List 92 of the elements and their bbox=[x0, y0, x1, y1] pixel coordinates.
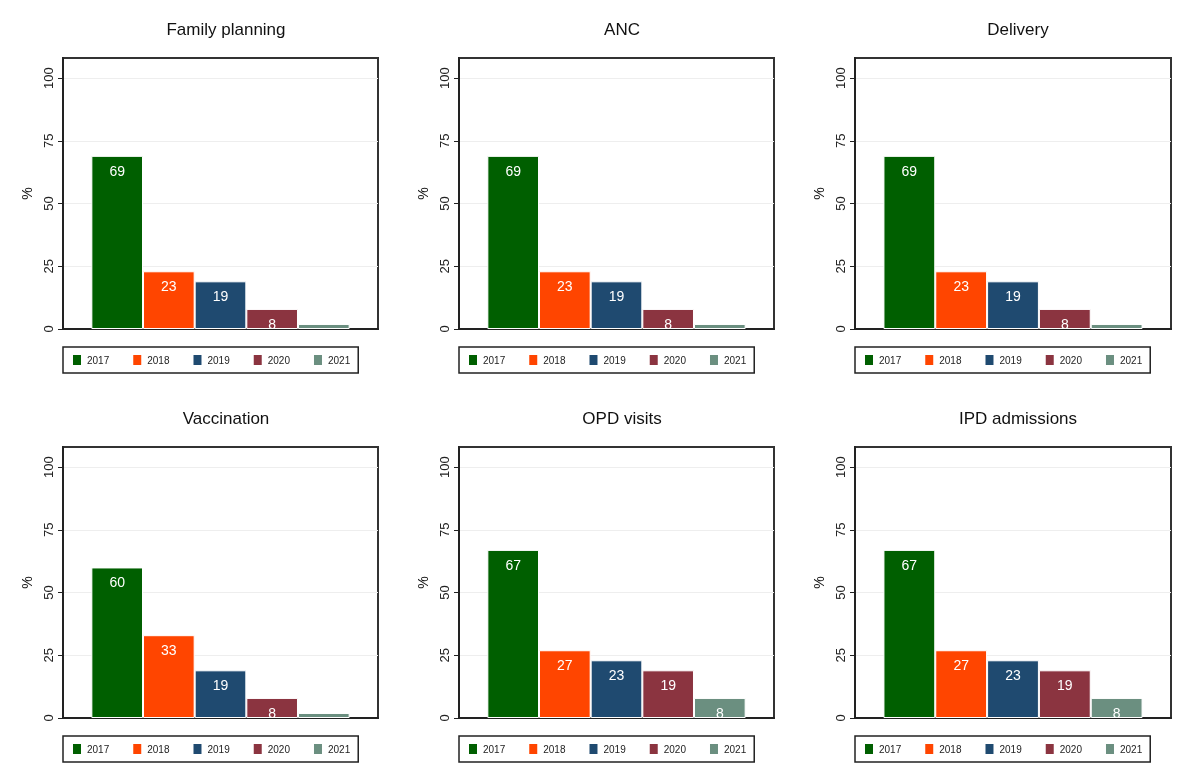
data-label: 23 bbox=[161, 278, 177, 295]
y-tick-label: 100 bbox=[437, 456, 452, 478]
y-tick-label: 0 bbox=[437, 325, 452, 333]
legend-label: 2018 bbox=[147, 743, 170, 755]
y-tick-label: 25 bbox=[41, 648, 56, 663]
y-tick-label: 75 bbox=[437, 133, 452, 149]
y-tick-label: 75 bbox=[41, 522, 56, 538]
y-axis-title: % bbox=[811, 187, 828, 200]
legend-label: 2021 bbox=[1119, 354, 1143, 366]
legend-label: 2018 bbox=[147, 354, 170, 366]
y-tick-label: 50 bbox=[437, 585, 452, 600]
legend-label: 2019 bbox=[603, 354, 627, 366]
y-tick-label: 50 bbox=[41, 196, 56, 211]
y-tick-label: 100 bbox=[833, 67, 848, 89]
data-label: 60 bbox=[109, 574, 126, 591]
data-label: 69 bbox=[505, 162, 522, 179]
y-axis-title: % bbox=[19, 187, 36, 200]
y-axis-title: % bbox=[811, 576, 828, 589]
legend-label: 2019 bbox=[999, 354, 1023, 366]
legend-label: 2021 bbox=[327, 354, 351, 366]
legend-label: 2019 bbox=[603, 743, 627, 755]
y-tick-label: 100 bbox=[41, 456, 56, 478]
y-tick-label: 0 bbox=[41, 325, 56, 333]
data-label: 33 bbox=[161, 642, 177, 659]
legend-label: 2017 bbox=[87, 743, 110, 755]
y-tick-label: 25 bbox=[833, 259, 848, 274]
legend-label: 2021 bbox=[723, 743, 747, 755]
data-label: 23 bbox=[557, 278, 573, 295]
data-label: 27 bbox=[953, 657, 970, 674]
chart-title: Delivery bbox=[987, 20, 1050, 39]
data-label: 19 bbox=[608, 288, 625, 305]
data-label: 23 bbox=[608, 667, 625, 684]
y-tick-label: 50 bbox=[833, 196, 848, 211]
legend-label: 2017 bbox=[483, 743, 506, 755]
chart-title: Family planning bbox=[166, 20, 286, 39]
legend-label: 2017 bbox=[87, 354, 110, 366]
y-tick-label: 100 bbox=[833, 456, 848, 478]
y-tick-label: 50 bbox=[833, 585, 848, 600]
legend-label: 2018 bbox=[939, 743, 962, 755]
y-tick-label: 0 bbox=[437, 714, 452, 722]
chart-title: IPD admissions bbox=[958, 409, 1078, 428]
data-label: 19 bbox=[1057, 677, 1073, 694]
data-label: 27 bbox=[557, 657, 573, 674]
data-label: 23 bbox=[953, 278, 970, 295]
data-label: 23 bbox=[1005, 667, 1021, 684]
y-tick-label: 25 bbox=[437, 648, 452, 663]
legend-label: 2018 bbox=[543, 354, 566, 366]
y-tick-label: 75 bbox=[833, 133, 848, 149]
legend-label: 2020 bbox=[267, 354, 291, 366]
legend-label: 2020 bbox=[1059, 743, 1083, 755]
legend-label: 2020 bbox=[1059, 354, 1083, 366]
data-label: 69 bbox=[901, 162, 918, 179]
legend-label: 2019 bbox=[999, 743, 1023, 755]
legend-label: 2021 bbox=[1119, 743, 1143, 755]
y-tick-label: 75 bbox=[833, 522, 848, 538]
chart-title: ANC bbox=[604, 20, 640, 39]
y-tick-label: 0 bbox=[41, 714, 56, 722]
data-label: 19 bbox=[212, 677, 229, 694]
legend-label: 2020 bbox=[663, 354, 687, 366]
y-tick-label: 50 bbox=[41, 585, 56, 600]
legend-label: 2017 bbox=[483, 354, 506, 366]
legend-label: 2017 bbox=[879, 743, 902, 755]
legend-label: 2017 bbox=[879, 354, 902, 366]
legend-label: 2019 bbox=[207, 354, 231, 366]
y-tick-label: 75 bbox=[437, 522, 452, 538]
data-label: 19 bbox=[1005, 288, 1021, 305]
y-tick-label: 100 bbox=[41, 67, 56, 89]
y-tick-label: 100 bbox=[437, 67, 452, 89]
data-label: 19 bbox=[660, 677, 677, 694]
data-label: 67 bbox=[901, 556, 918, 573]
legend-label: 2020 bbox=[663, 743, 687, 755]
chart-title: OPD visits bbox=[582, 409, 662, 428]
y-tick-label: 50 bbox=[437, 196, 452, 211]
data-label: 69 bbox=[109, 162, 126, 179]
y-axis-title: % bbox=[415, 576, 432, 589]
y-tick-label: 25 bbox=[41, 259, 56, 274]
legend-label: 2018 bbox=[543, 743, 566, 755]
y-tick-label: 0 bbox=[833, 325, 848, 333]
y-tick-label: 0 bbox=[833, 714, 848, 722]
data-label: 67 bbox=[505, 556, 522, 573]
y-tick-label: 25 bbox=[833, 648, 848, 663]
data-label: 19 bbox=[212, 288, 229, 305]
legend-label: 2020 bbox=[267, 743, 291, 755]
legend-label: 2019 bbox=[207, 743, 231, 755]
y-axis-title: % bbox=[19, 576, 36, 589]
legend-label: 2021 bbox=[723, 354, 747, 366]
y-tick-label: 75 bbox=[41, 133, 56, 149]
y-axis-title: % bbox=[415, 187, 432, 200]
y-tick-label: 25 bbox=[437, 259, 452, 274]
legend-label: 2021 bbox=[327, 743, 351, 755]
chart-title: Vaccination bbox=[182, 409, 270, 428]
legend-label: 2018 bbox=[939, 354, 962, 366]
